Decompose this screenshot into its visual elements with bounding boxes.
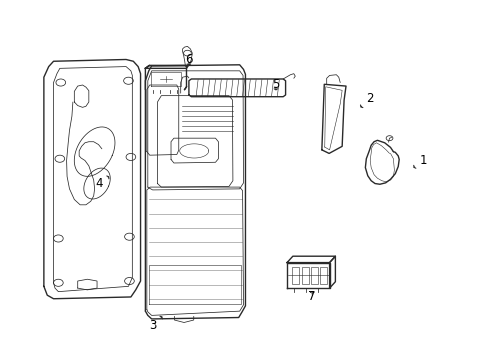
Bar [301, 267, 308, 284]
Text: 2: 2 [360, 92, 373, 108]
Text: 3: 3 [149, 316, 162, 332]
Text: 5: 5 [272, 78, 279, 91]
Bar [291, 267, 299, 284]
Text: 4: 4 [96, 176, 109, 190]
Bar [310, 267, 318, 284]
Text: 7: 7 [308, 291, 315, 303]
Text: 1: 1 [413, 154, 426, 168]
Text: 6: 6 [185, 53, 192, 66]
Bar [319, 267, 326, 284]
